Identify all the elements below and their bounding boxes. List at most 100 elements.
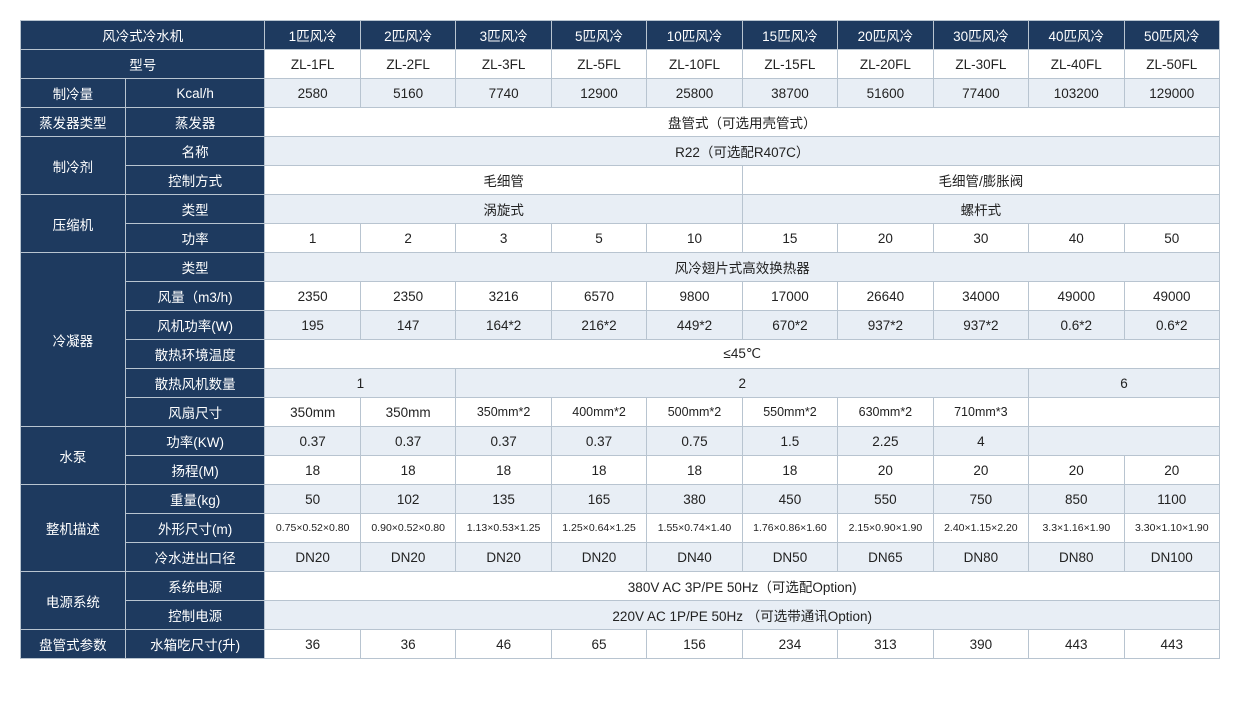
dim-val: 1.55×0.74×1.40 [647,514,742,543]
title-cell: 风冷式冷水机 [21,21,265,50]
condenser-fanpower-val: 216*2 [551,311,646,340]
dim-row: 外形尺寸(m) 0.75×0.52×0.80 0.90×0.52×0.80 1.… [21,514,1220,543]
condenser-fanpower-val: 449*2 [647,311,742,340]
condenser-fancount-1: 1 [265,369,456,398]
compressor-type-left: 涡旋式 [265,195,742,224]
model-val: ZL-50FL [1124,50,1219,79]
condenser-fansize-val: 400mm*2 [551,398,646,427]
power-sys-label: 系统电源 [125,572,265,601]
coil-val: 46 [456,630,551,659]
compressor-power-val: 2 [360,224,455,253]
port-val: DN20 [265,543,360,572]
cooling-label: 制冷量 [21,79,126,108]
compressor-power-val: 3 [456,224,551,253]
pump-head-val: 20 [838,456,933,485]
condenser-airflow-label: 风量（m3/h) [125,282,265,311]
port-val: DN80 [1029,543,1124,572]
compressor-type-right: 螺杆式 [742,195,1219,224]
compressor-type-row: 压缩机 类型 涡旋式 螺杆式 [21,195,1220,224]
coil-val: 443 [1124,630,1219,659]
condenser-label: 冷凝器 [21,253,126,427]
port-val: DN100 [1124,543,1219,572]
machine-label: 整机描述 [21,485,126,572]
port-label: 冷水进出口径 [125,543,265,572]
col-6: 20匹风冷 [838,21,933,50]
condenser-fanpower-val: 937*2 [838,311,933,340]
pump-power-val: 1.5 [742,427,837,456]
model-label: 型号 [21,50,265,79]
pump-head-val: 18 [647,456,742,485]
coil-val: 443 [1029,630,1124,659]
cooling-val: 77400 [933,79,1028,108]
dim-val: 2.40×1.15×2.20 [933,514,1028,543]
weight-val: 450 [742,485,837,514]
refrigerant-name-row: 制冷剂 名称 R22（可选配R407C） [21,137,1220,166]
compressor-power-val: 40 [1029,224,1124,253]
compressor-label: 压缩机 [21,195,126,253]
condenser-airflow-val: 17000 [742,282,837,311]
condenser-type-val: 风冷翅片式高效换热器 [265,253,1220,282]
evap-val: 盘管式（可选用壳管式） [265,108,1220,137]
cooling-val: 51600 [838,79,933,108]
compressor-power-val: 10 [647,224,742,253]
dim-val: 3.3×1.16×1.90 [1029,514,1124,543]
condenser-fansize-row: 风扇尺寸 350mm 350mm 350mm*2 400mm*2 500mm*2… [21,398,1220,427]
port-val: DN40 [647,543,742,572]
coil-val: 234 [742,630,837,659]
pump-head-val: 18 [360,456,455,485]
pump-power-val: 0.75 [647,427,742,456]
cooling-val: 25800 [647,79,742,108]
condenser-airflow-val: 3216 [456,282,551,311]
condenser-fansize-val: 350mm [265,398,360,427]
pump-power-val: 4 [933,427,1028,456]
weight-label: 重量(kg) [125,485,265,514]
condenser-fanpower-val: 164*2 [456,311,551,340]
evap-label: 蒸发器类型 [21,108,126,137]
col-4: 10匹风冷 [647,21,742,50]
pump-head-row: 扬程(M) 18 18 18 18 18 18 20 20 20 20 [21,456,1220,485]
model-val: ZL-5FL [551,50,646,79]
cooling-val: 2580 [265,79,360,108]
pump-power-val: 2.25 [838,427,933,456]
power-ctrl-label: 控制电源 [125,601,265,630]
coil-val: 36 [265,630,360,659]
col-1: 2匹风冷 [360,21,455,50]
coil-val: 313 [838,630,933,659]
model-val: ZL-1FL [265,50,360,79]
model-val: ZL-10FL [647,50,742,79]
condenser-fansize-val: 630mm*2 [838,398,933,427]
condenser-fancount-label: 散热风机数量 [125,369,265,398]
refrigerant-ctrl-row: 控制方式 毛细管 毛细管/膨胀阀 [21,166,1220,195]
pump-head-val: 20 [1124,456,1219,485]
compressor-power-val: 1 [265,224,360,253]
compressor-power-val: 30 [933,224,1028,253]
model-val: ZL-15FL [742,50,837,79]
condenser-fansize-val: 350mm*2 [456,398,551,427]
weight-val: 850 [1029,485,1124,514]
condenser-fansize-label: 风扇尺寸 [125,398,265,427]
condenser-type-row: 冷凝器 类型 风冷翅片式高效换热器 [21,253,1220,282]
cooling-val: 7740 [456,79,551,108]
condenser-airflow-val: 9800 [647,282,742,311]
weight-val: 165 [551,485,646,514]
col-2: 3匹风冷 [456,21,551,50]
cooling-val: 12900 [551,79,646,108]
spec-table: 风冷式冷水机 1匹风冷 2匹风冷 3匹风冷 5匹风冷 10匹风冷 15匹风冷 2… [20,20,1220,659]
dim-val: 3.30×1.10×1.90 [1124,514,1219,543]
col-0: 1匹风冷 [265,21,360,50]
condenser-airflow-val: 34000 [933,282,1028,311]
refrigerant-ctrl-left: 毛细管 [265,166,742,195]
condenser-type-label: 类型 [125,253,265,282]
condenser-ambient-val: ≤45℃ [265,340,1220,369]
condenser-airflow-val: 2350 [360,282,455,311]
weight-val: 1100 [1124,485,1219,514]
pump-head-val: 20 [933,456,1028,485]
pump-head-val: 18 [742,456,837,485]
dim-val: 2.15×0.90×1.90 [838,514,933,543]
dim-val: 0.90×0.52×0.80 [360,514,455,543]
condenser-fansize-val: 500mm*2 [647,398,742,427]
condenser-airflow-val: 26640 [838,282,933,311]
evap-sub: 蒸发器 [125,108,265,137]
dim-val: 1.76×0.86×1.60 [742,514,837,543]
coil-val: 36 [360,630,455,659]
